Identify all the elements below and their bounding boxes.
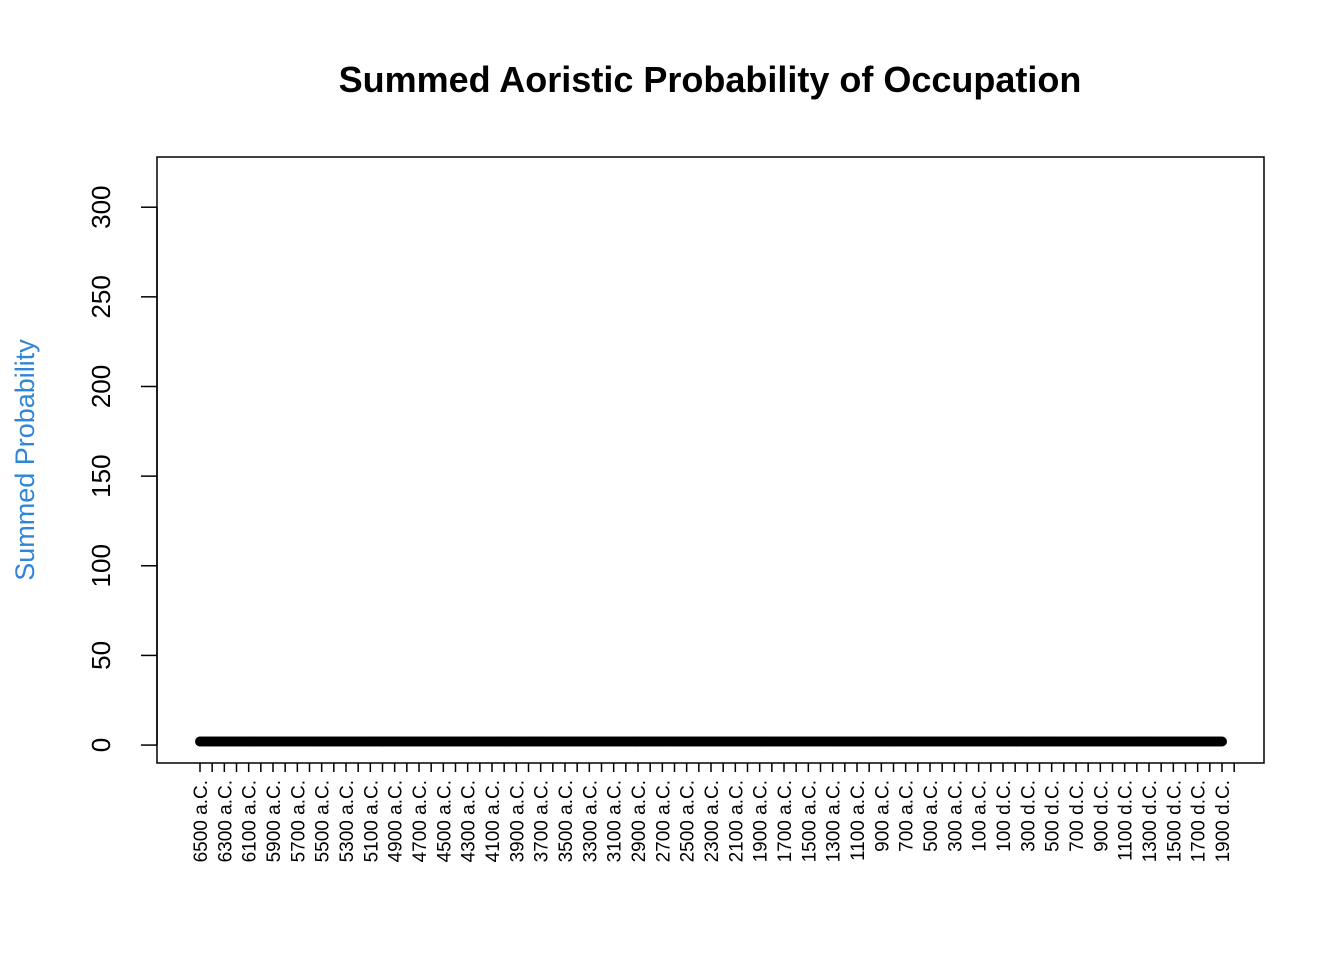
- x-tick-label: 4300 a.C.: [459, 780, 480, 862]
- x-tick-label: 1100 a.C.: [848, 780, 869, 861]
- y-tick-label: 150: [86, 454, 116, 497]
- x-tick-label: 6100 a.C.: [240, 780, 261, 862]
- y-tick-label: 100: [86, 544, 116, 587]
- x-tick-label: 2700 a.C.: [653, 780, 674, 862]
- x-tick-label: 4500 a.C.: [434, 780, 455, 862]
- x-tick-label: 300 a.C.: [945, 780, 966, 852]
- x-tick-label: 700 a.C.: [897, 780, 918, 852]
- x-tick-label: 1500 a.C.: [799, 780, 820, 862]
- x-tick-label: 3100 a.C.: [605, 780, 626, 862]
- x-tick-label: 1100 d.C.: [1116, 780, 1137, 861]
- x-tick-label: 5500 a.C.: [313, 780, 334, 862]
- x-tick-label: 5700 a.C.: [288, 780, 309, 862]
- x-tick-label: 6500 a.C.: [191, 780, 212, 862]
- y-tick-label: 200: [86, 365, 116, 408]
- y-tick-label: 50: [86, 641, 116, 670]
- x-tick-label: 3300 a.C.: [580, 780, 601, 862]
- x-tick-label: 2900 a.C.: [629, 780, 650, 862]
- x-tick-label: 900 a.C.: [872, 780, 893, 852]
- x-axis: 6500 a.C. 6300 a.C. 6100 a.C. 5900 a.C. 5700…: [191, 763, 1235, 862]
- x-tick-label: 1500 d.C.: [1164, 780, 1185, 862]
- data-point: [1217, 736, 1227, 747]
- plot-frame: [156, 156, 1265, 764]
- x-tick-label: 4700 a.C.: [410, 780, 431, 862]
- x-tick-label: 1300 d.C.: [1140, 780, 1161, 862]
- x-tick-label: 5900 a.C.: [264, 780, 285, 862]
- x-tick-label: 1700 d.C.: [1189, 780, 1210, 862]
- x-tick-label: 6300 a.C.: [215, 780, 236, 862]
- y-tick-label: 300: [86, 186, 116, 229]
- x-tick-label: 2100 a.C.: [726, 780, 747, 862]
- x-tick-label: 1700 a.C.: [775, 780, 796, 862]
- y-tick-label: 0: [86, 738, 116, 752]
- x-tick-label: 1300 a.C.: [824, 780, 845, 862]
- x-tick-label: 3500 a.C.: [556, 780, 577, 862]
- x-tick-label: 300 d.C.: [1018, 780, 1039, 852]
- y-axis-label: Summed Probability: [10, 339, 40, 581]
- chart-title: Summed Aoristic Probability of Occupatio…: [339, 59, 1082, 100]
- x-tick-label: 1900 d.C.: [1213, 780, 1234, 862]
- x-tick-label: 4100 a.C.: [483, 780, 504, 862]
- x-tick-label: 900 d.C.: [1091, 780, 1112, 852]
- x-tick-label: 2500 a.C.: [678, 780, 699, 862]
- y-tick-label: 250: [86, 275, 116, 318]
- x-tick-label: 4900 a.C.: [386, 780, 407, 862]
- x-tick-label: 5300 a.C.: [337, 780, 358, 862]
- x-tick-label: 500 a.C.: [921, 780, 942, 852]
- series-points: [195, 736, 1227, 747]
- x-tick-label: 100 a.C.: [970, 780, 991, 852]
- x-tick-label: 5100 a.C.: [361, 780, 382, 862]
- x-tick-label: 3700 a.C.: [532, 780, 553, 862]
- y-axis: 0 50 100 150 200 250 300: [86, 186, 158, 752]
- x-tick-label: 100 d.C.: [994, 780, 1015, 852]
- x-tick-label: 1900 a.C.: [751, 780, 772, 862]
- x-tick-label: 700 d.C.: [1067, 780, 1088, 852]
- x-tick-label: 2300 a.C.: [702, 780, 723, 862]
- x-tick-label: 500 d.C.: [1043, 780, 1064, 852]
- x-tick-label: 3900 a.C.: [507, 780, 528, 862]
